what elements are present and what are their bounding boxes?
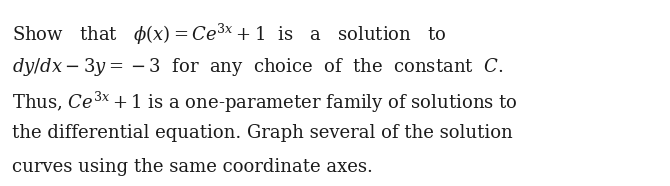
Text: Thus, $Ce^{3x}+1$ is a one-parameter family of solutions to: Thus, $Ce^{3x}+1$ is a one-parameter fam…	[12, 90, 518, 115]
Text: curves using the same coordinate axes.: curves using the same coordinate axes.	[12, 158, 373, 176]
Text: the differential equation. Graph several of the solution: the differential equation. Graph several…	[12, 124, 513, 142]
Text: Show   that   $\phi(x) = Ce^{3x}+1$  is   a   solution   to: Show that $\phi(x) = Ce^{3x}+1$ is a sol…	[12, 22, 446, 47]
Text: $dy/dx - 3y = -3$  for  any  choice  of  the  constant  $C.$: $dy/dx - 3y = -3$ for any choice of the …	[12, 56, 503, 78]
